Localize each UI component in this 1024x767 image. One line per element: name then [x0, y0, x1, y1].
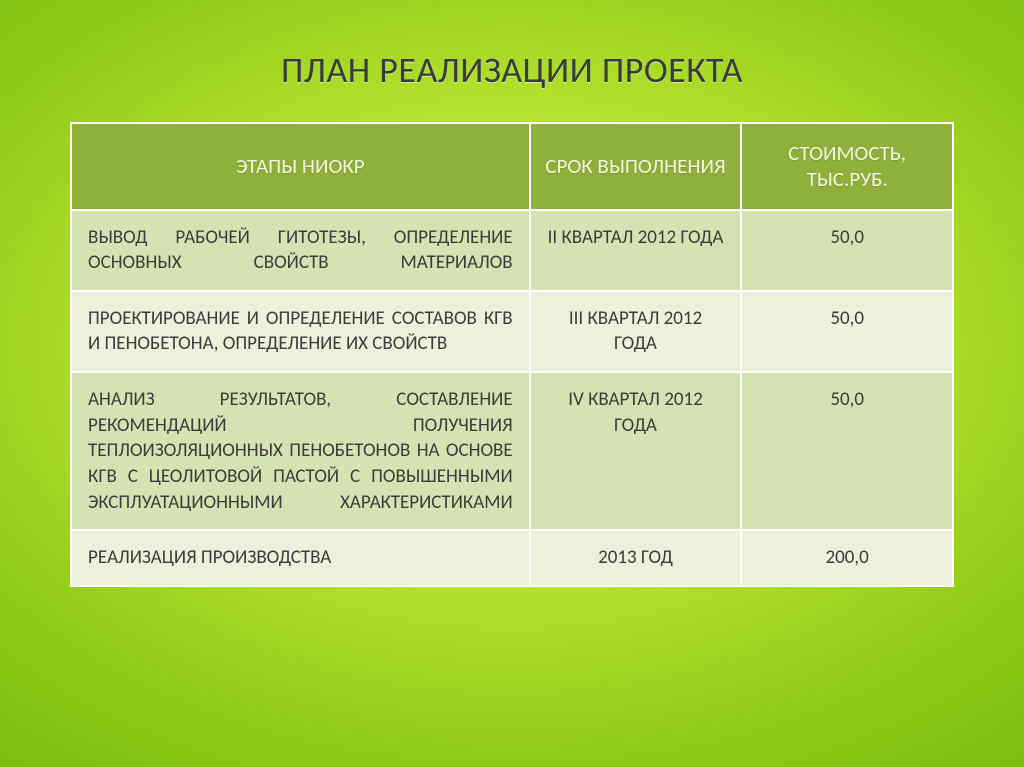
slide-title: ПЛАН РЕАЛИЗАЦИИ ПРОЕКТА	[70, 48, 954, 92]
cell-cost: 50,0	[741, 210, 953, 291]
cell-term: II КВАРТАЛ 2012 ГОДА	[530, 210, 742, 291]
cell-cost: 200,0	[741, 530, 953, 586]
col-header-cost: СТОИМОСТЬ, ТЫС.РУБ.	[741, 123, 953, 210]
plan-table: ЭТАПЫ НИОКР СРОК ВЫПОЛНЕНИЯ СТОИМОСТЬ, Т…	[70, 122, 954, 587]
cell-cost: 50,0	[741, 372, 953, 530]
cell-stage: АНАЛИЗ РЕЗУЛЬТАТОВ, СОСТАВЛЕНИЕ РЕКОМЕНД…	[71, 372, 530, 530]
cell-stage: ВЫВОД РАБОЧЕЙ ГИТОТЕЗЫ, ОПРЕДЕЛЕНИЕ ОСНО…	[71, 210, 530, 291]
cell-stage: РЕАЛИЗАЦИЯ ПРОИЗВОДСТВА	[71, 530, 530, 586]
table-row: АНАЛИЗ РЕЗУЛЬТАТОВ, СОСТАВЛЕНИЕ РЕКОМЕНД…	[71, 372, 953, 530]
table-row: ПРОЕКТИРОВАНИЕ И ОПРЕДЕЛЕНИЕ СОСТАВОВ КГ…	[71, 291, 953, 372]
cell-cost: 50,0	[741, 291, 953, 372]
table-row: ВЫВОД РАБОЧЕЙ ГИТОТЕЗЫ, ОПРЕДЕЛЕНИЕ ОСНО…	[71, 210, 953, 291]
col-header-stage: ЭТАПЫ НИОКР	[71, 123, 530, 210]
cell-term: III КВАРТАЛ 2012 ГОДА	[530, 291, 742, 372]
col-header-term: СРОК ВЫПОЛНЕНИЯ	[530, 123, 742, 210]
slide: ПЛАН РЕАЛИЗАЦИИ ПРОЕКТА ЭТАПЫ НИОКР СРОК…	[0, 0, 1024, 767]
table-row: РЕАЛИЗАЦИЯ ПРОИЗВОДСТВА 2013 ГОД 200,0	[71, 530, 953, 586]
cell-term: IV КВАРТАЛ 2012 ГОДА	[530, 372, 742, 530]
cell-term: 2013 ГОД	[530, 530, 742, 586]
table-header-row: ЭТАПЫ НИОКР СРОК ВЫПОЛНЕНИЯ СТОИМОСТЬ, Т…	[71, 123, 953, 210]
cell-stage: ПРОЕКТИРОВАНИЕ И ОПРЕДЕЛЕНИЕ СОСТАВОВ КГ…	[71, 291, 530, 372]
